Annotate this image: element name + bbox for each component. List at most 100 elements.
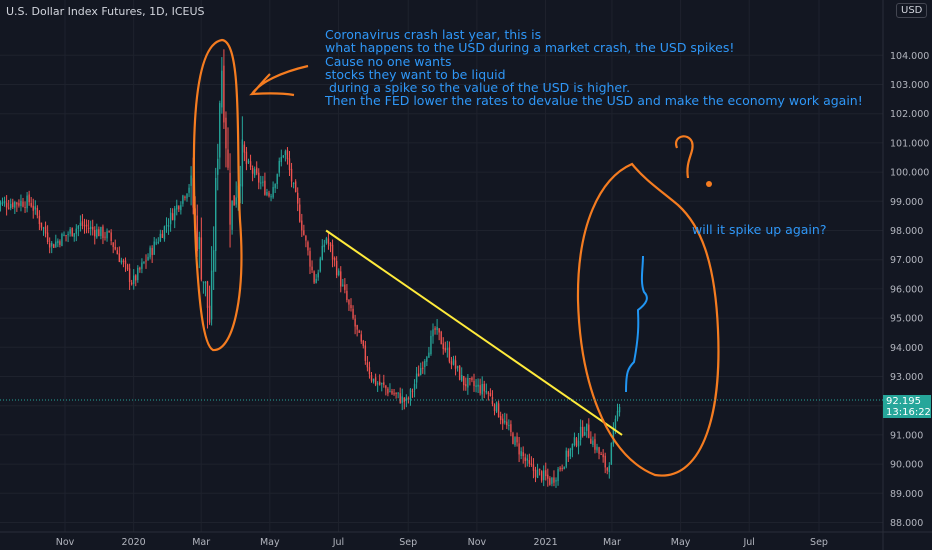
candle-body: [317, 272, 319, 278]
candle-body: [223, 65, 225, 123]
candle-body: [493, 404, 496, 412]
crash-highlight-oval[interactable]: [192, 38, 243, 352]
candle-body: [212, 250, 215, 272]
candle-body: [450, 361, 453, 365]
price-tick-label: 90.000: [890, 460, 923, 471]
candle-body: [260, 182, 262, 184]
candle-body: [559, 467, 561, 470]
candle-body: [374, 377, 377, 385]
candle-body: [139, 267, 141, 270]
candle-body: [133, 275, 135, 284]
question-mark-dot: [706, 181, 712, 187]
candle-body: [20, 200, 22, 207]
candle-body: [92, 226, 94, 230]
candle-body: [65, 235, 67, 237]
candle-body: [358, 330, 360, 333]
price-tick-label: 96.000: [890, 284, 923, 295]
candle-body: [34, 206, 37, 210]
annotation-text-question[interactable]: will it spike up again?: [692, 222, 827, 237]
candle-body: [247, 160, 250, 163]
candle-body: [309, 251, 311, 267]
candle-body: [77, 225, 80, 229]
candle-body: [532, 464, 535, 471]
candle-body: [360, 334, 362, 342]
candle-body: [397, 392, 399, 394]
candle-body: [579, 426, 582, 440]
candle-body: [174, 208, 176, 221]
candle-body: [16, 202, 18, 205]
candle-body: [32, 205, 34, 211]
candle-body: [567, 450, 570, 457]
spike-question-oval[interactable]: [576, 162, 720, 477]
candle-body: [569, 448, 572, 457]
candle-body: [206, 281, 209, 308]
candle-body: [415, 373, 418, 383]
time-tick-label: Sep: [399, 537, 417, 548]
candle-body: [610, 443, 613, 465]
time-axis[interactable]: Nov 2020 Mar May Jul Sep Nov 2021 Mar May Jul Sep: [0, 531, 932, 548]
candle-body: [81, 221, 84, 226]
candle-body: [251, 168, 254, 174]
candle-body: [280, 157, 283, 163]
trendline[interactable]: [325, 229, 623, 436]
candle-body: [618, 406, 621, 413]
candle-body: [116, 250, 119, 255]
annotation-arrow[interactable]: [249, 64, 309, 97]
candle-body: [10, 204, 12, 208]
annotation-text-crash[interactable]: Coronavirus crash last year, this is wha…: [325, 27, 863, 109]
price-tick-label: 101.000: [890, 138, 929, 149]
candle-body: [522, 452, 524, 457]
candle-body: [524, 457, 526, 462]
time-tick-label: Jul: [742, 537, 754, 548]
candle-body: [229, 172, 231, 225]
candle-body: [526, 458, 529, 461]
candle-body: [165, 225, 168, 227]
candle-body: [458, 365, 461, 380]
candle-body: [284, 151, 287, 156]
candle-body: [364, 345, 367, 361]
candle-body: [475, 385, 477, 387]
candle-body: [227, 149, 229, 168]
candle-body: [571, 443, 574, 451]
price-tick-label: 94.000: [890, 343, 923, 354]
candle-body: [143, 261, 145, 263]
candle-body: [616, 410, 619, 419]
candle-body: [208, 305, 211, 323]
candle-body: [342, 284, 344, 286]
candle-body: [274, 184, 276, 189]
candle-body: [321, 245, 324, 260]
time-tick-label: 2020: [122, 537, 146, 548]
candle-body: [469, 378, 471, 380]
candle-body: [48, 243, 51, 248]
candle-body: [495, 402, 498, 412]
candle-body: [42, 227, 45, 229]
price-tick-label: 91.000: [890, 430, 923, 441]
candle-body: [67, 234, 69, 236]
time-tick-label: Sep: [810, 537, 828, 548]
candle-body: [370, 375, 373, 381]
candle-body: [256, 167, 258, 174]
candle-body: [376, 383, 379, 385]
candle-body: [286, 149, 289, 160]
candle-body: [420, 368, 422, 375]
candle-body: [604, 455, 606, 468]
candle-body: [381, 383, 383, 385]
candle-body: [157, 241, 160, 243]
candle-body: [83, 225, 86, 227]
time-tick-label: May: [671, 537, 691, 548]
last-price-value: 92.195: [886, 396, 921, 407]
candle-body: [301, 220, 303, 231]
candle-body: [528, 460, 531, 464]
candle-body: [315, 278, 317, 284]
candle-body: [149, 247, 151, 258]
currency-badge[interactable]: USD: [896, 3, 928, 18]
bar-countdown: 13:16:22: [886, 407, 931, 418]
candle-body: [217, 158, 219, 175]
candle-body: [549, 478, 551, 485]
candle-body: [335, 260, 338, 276]
candle-body: [36, 207, 39, 216]
candle-body: [350, 304, 352, 309]
candle-body: [292, 182, 295, 184]
candle-body: [565, 450, 567, 467]
